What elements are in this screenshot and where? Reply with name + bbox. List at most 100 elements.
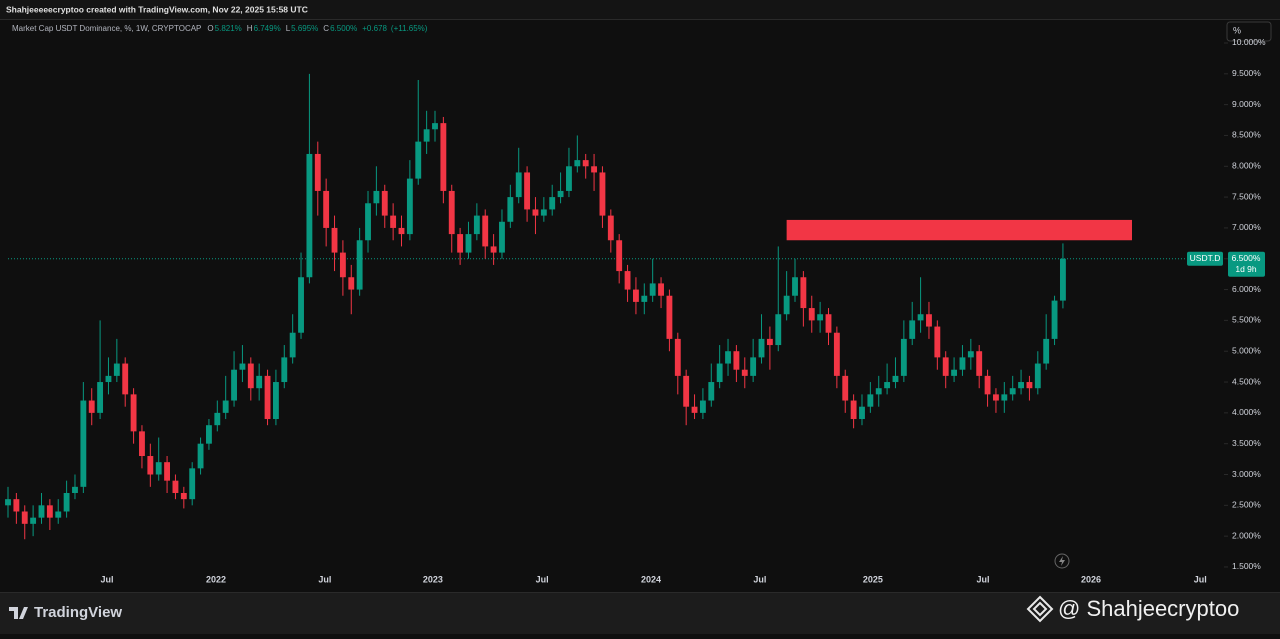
y-tick-label: 6.000% — [1232, 284, 1261, 294]
watermark-group: @ Shahjeecryptoo — [1026, 595, 1239, 623]
candle-body — [72, 486, 78, 493]
candle-body — [674, 338, 681, 376]
price-tag-label: 6.500% — [1232, 253, 1261, 263]
candle-body — [984, 375, 991, 395]
y-tick-label: 10.000% — [1232, 37, 1266, 47]
candle-body — [155, 462, 162, 475]
candle-body — [21, 511, 28, 524]
candle-body — [942, 357, 949, 376]
candle-body — [892, 375, 899, 383]
y-tick-label: 3.500% — [1232, 438, 1261, 448]
candle-body — [607, 215, 614, 241]
brand: TradingView — [34, 604, 122, 621]
candle-body — [13, 499, 20, 512]
candle-body — [758, 338, 765, 358]
candle-body — [147, 456, 154, 475]
candle-body — [783, 295, 790, 315]
candle-body — [658, 283, 664, 296]
y-tick-label: 2.500% — [1232, 500, 1261, 510]
candle-body — [859, 406, 865, 420]
candle-body — [750, 357, 757, 376]
zone — [786, 219, 1132, 241]
candle-body — [281, 357, 288, 383]
x-tick-label: 2026 — [1081, 574, 1101, 584]
candle-body — [30, 517, 37, 524]
candle-body — [716, 363, 723, 383]
candle-body — [1026, 382, 1033, 389]
candle-body — [582, 160, 589, 167]
candle-body — [1018, 382, 1024, 389]
candle-body — [214, 412, 221, 426]
candle-body — [432, 123, 438, 130]
candle-body — [390, 215, 397, 228]
y-tick-label: 4.000% — [1232, 407, 1261, 417]
candle-body — [331, 227, 338, 253]
candle-body — [699, 400, 706, 413]
candle-body — [867, 394, 874, 407]
candle-body — [55, 511, 62, 518]
credit: Shahjeeeeecryptoo created with TradingVi… — [6, 4, 308, 14]
candle-body — [557, 190, 564, 198]
candle-body — [725, 351, 731, 364]
candle-body — [624, 271, 631, 290]
candle-body — [993, 394, 999, 401]
y-tick-label: 3.000% — [1232, 469, 1261, 479]
legend-key: L — [286, 24, 291, 33]
candle-body — [792, 277, 798, 296]
binance-icon — [1026, 595, 1054, 623]
y-tick-label: 9.500% — [1232, 68, 1261, 78]
y-tick-label: 1.500% — [1232, 561, 1261, 571]
candle-body — [398, 227, 405, 235]
unit-button-label[interactable]: % — [1233, 25, 1241, 35]
candle-body — [800, 277, 807, 309]
candle-body — [850, 400, 857, 420]
candle-body — [356, 240, 363, 290]
candle-body — [80, 400, 87, 487]
candle-body — [1043, 338, 1050, 364]
candle-body — [733, 351, 740, 370]
candle-body — [365, 203, 371, 241]
candle-body — [649, 283, 656, 296]
x-tick-label: Jul — [100, 574, 113, 584]
x-tick-label: 2024 — [641, 574, 661, 584]
icon-ring — [1054, 553, 1070, 569]
x-tick-label: Jul — [976, 574, 989, 584]
candle-body — [381, 190, 388, 216]
candle-body — [231, 369, 237, 401]
candle-body — [875, 388, 882, 395]
candle-body — [189, 468, 196, 500]
candle-body — [532, 209, 539, 216]
candle-body — [574, 160, 581, 167]
candle-body — [599, 172, 606, 216]
candle-body — [515, 172, 522, 198]
candle-body — [591, 166, 597, 173]
candle-body — [1001, 394, 1008, 401]
lightning-icon — [1054, 553, 1070, 569]
candle-body — [63, 492, 70, 512]
y-tick-label: 4.500% — [1232, 376, 1261, 386]
candle-body — [105, 375, 112, 383]
candle-body — [1059, 258, 1066, 301]
candle-body — [440, 123, 447, 191]
candle-body — [314, 153, 321, 191]
y-tick-label: 5.500% — [1232, 315, 1261, 325]
footer-bar — [0, 593, 1280, 634]
candle-body — [741, 369, 748, 376]
x-tick-label: Jul — [318, 574, 331, 584]
candle-body — [842, 375, 849, 401]
candle-body — [46, 505, 53, 518]
candle-body — [457, 234, 464, 253]
candle-body — [348, 277, 355, 290]
candle-body — [239, 363, 246, 370]
candle-body — [139, 431, 145, 457]
y-tick-label: 9.000% — [1232, 99, 1261, 109]
unit-button[interactable] — [1226, 21, 1272, 42]
symbol-title: Market Cap USDT Dominance, %, 1W, CRYPTO… — [12, 24, 201, 33]
candle-body — [1009, 388, 1016, 395]
candle-body — [473, 215, 480, 235]
candle-body — [264, 375, 271, 420]
candle-body — [113, 363, 120, 376]
candle-body — [172, 480, 179, 493]
candle-body — [683, 375, 690, 407]
